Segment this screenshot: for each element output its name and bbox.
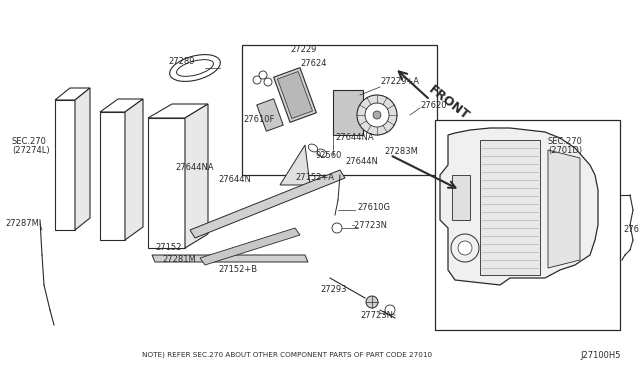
Circle shape — [332, 223, 342, 233]
Polygon shape — [257, 99, 284, 131]
Text: 27152: 27152 — [155, 244, 181, 253]
Circle shape — [385, 305, 395, 315]
Text: 27644N: 27644N — [218, 176, 251, 185]
Text: 27610G: 27610G — [357, 203, 390, 212]
Polygon shape — [55, 88, 90, 100]
Polygon shape — [278, 71, 312, 119]
Polygon shape — [480, 140, 540, 275]
Polygon shape — [274, 68, 316, 122]
Text: (2701D): (2701D) — [548, 147, 582, 155]
Circle shape — [259, 71, 267, 79]
Text: 27289: 27289 — [168, 58, 195, 67]
Text: 27229: 27229 — [290, 45, 316, 55]
Text: 27287M: 27287M — [5, 219, 39, 228]
Polygon shape — [125, 99, 143, 240]
Polygon shape — [100, 112, 125, 240]
Circle shape — [373, 111, 381, 119]
Polygon shape — [333, 90, 363, 135]
Circle shape — [458, 241, 472, 255]
Ellipse shape — [177, 60, 214, 76]
Ellipse shape — [170, 55, 220, 81]
Polygon shape — [435, 120, 620, 330]
Text: 27610F: 27610F — [243, 115, 275, 125]
Polygon shape — [148, 118, 185, 248]
Text: SEC.270: SEC.270 — [12, 138, 47, 147]
Polygon shape — [55, 100, 75, 230]
Polygon shape — [242, 45, 437, 175]
Text: 27644NA: 27644NA — [175, 164, 214, 173]
Text: 27619: 27619 — [623, 225, 640, 234]
Circle shape — [264, 78, 272, 86]
Text: (27274L): (27274L) — [12, 147, 50, 155]
Polygon shape — [75, 88, 90, 230]
Text: 27624: 27624 — [300, 58, 326, 67]
Text: 27723N: 27723N — [360, 311, 393, 320]
Polygon shape — [100, 99, 143, 112]
Polygon shape — [548, 150, 580, 268]
Polygon shape — [185, 104, 208, 248]
Polygon shape — [148, 104, 208, 118]
Polygon shape — [280, 145, 310, 185]
Text: 27281M: 27281M — [162, 256, 196, 264]
Text: FRONT: FRONT — [426, 83, 472, 122]
Circle shape — [451, 234, 479, 262]
Polygon shape — [190, 170, 345, 238]
Circle shape — [253, 76, 261, 84]
Ellipse shape — [317, 149, 326, 157]
Text: 27644NA: 27644NA — [335, 134, 374, 142]
Text: 92560: 92560 — [316, 151, 342, 160]
Text: 27620: 27620 — [420, 100, 447, 109]
Polygon shape — [452, 175, 470, 220]
Circle shape — [357, 95, 397, 135]
Text: NOTE) REFER SEC.270 ABOUT OTHER COMPONENT PARTS OF PART CODE 27010: NOTE) REFER SEC.270 ABOUT OTHER COMPONEN… — [142, 352, 432, 358]
Circle shape — [366, 296, 378, 308]
Text: SEC.270: SEC.270 — [548, 138, 583, 147]
Text: J27100H5: J27100H5 — [580, 350, 621, 359]
Text: 27152+A: 27152+A — [295, 173, 334, 183]
Ellipse shape — [308, 144, 317, 152]
Polygon shape — [440, 128, 598, 285]
Text: 27283M: 27283M — [384, 148, 418, 157]
Text: 27229+A: 27229+A — [380, 77, 419, 87]
Text: -27723N: -27723N — [352, 221, 388, 231]
Polygon shape — [200, 228, 300, 265]
Text: 27152+B: 27152+B — [218, 266, 257, 275]
Text: 27644N: 27644N — [345, 157, 378, 167]
Polygon shape — [152, 255, 308, 262]
Circle shape — [365, 103, 389, 127]
Text: 27293: 27293 — [320, 285, 346, 295]
